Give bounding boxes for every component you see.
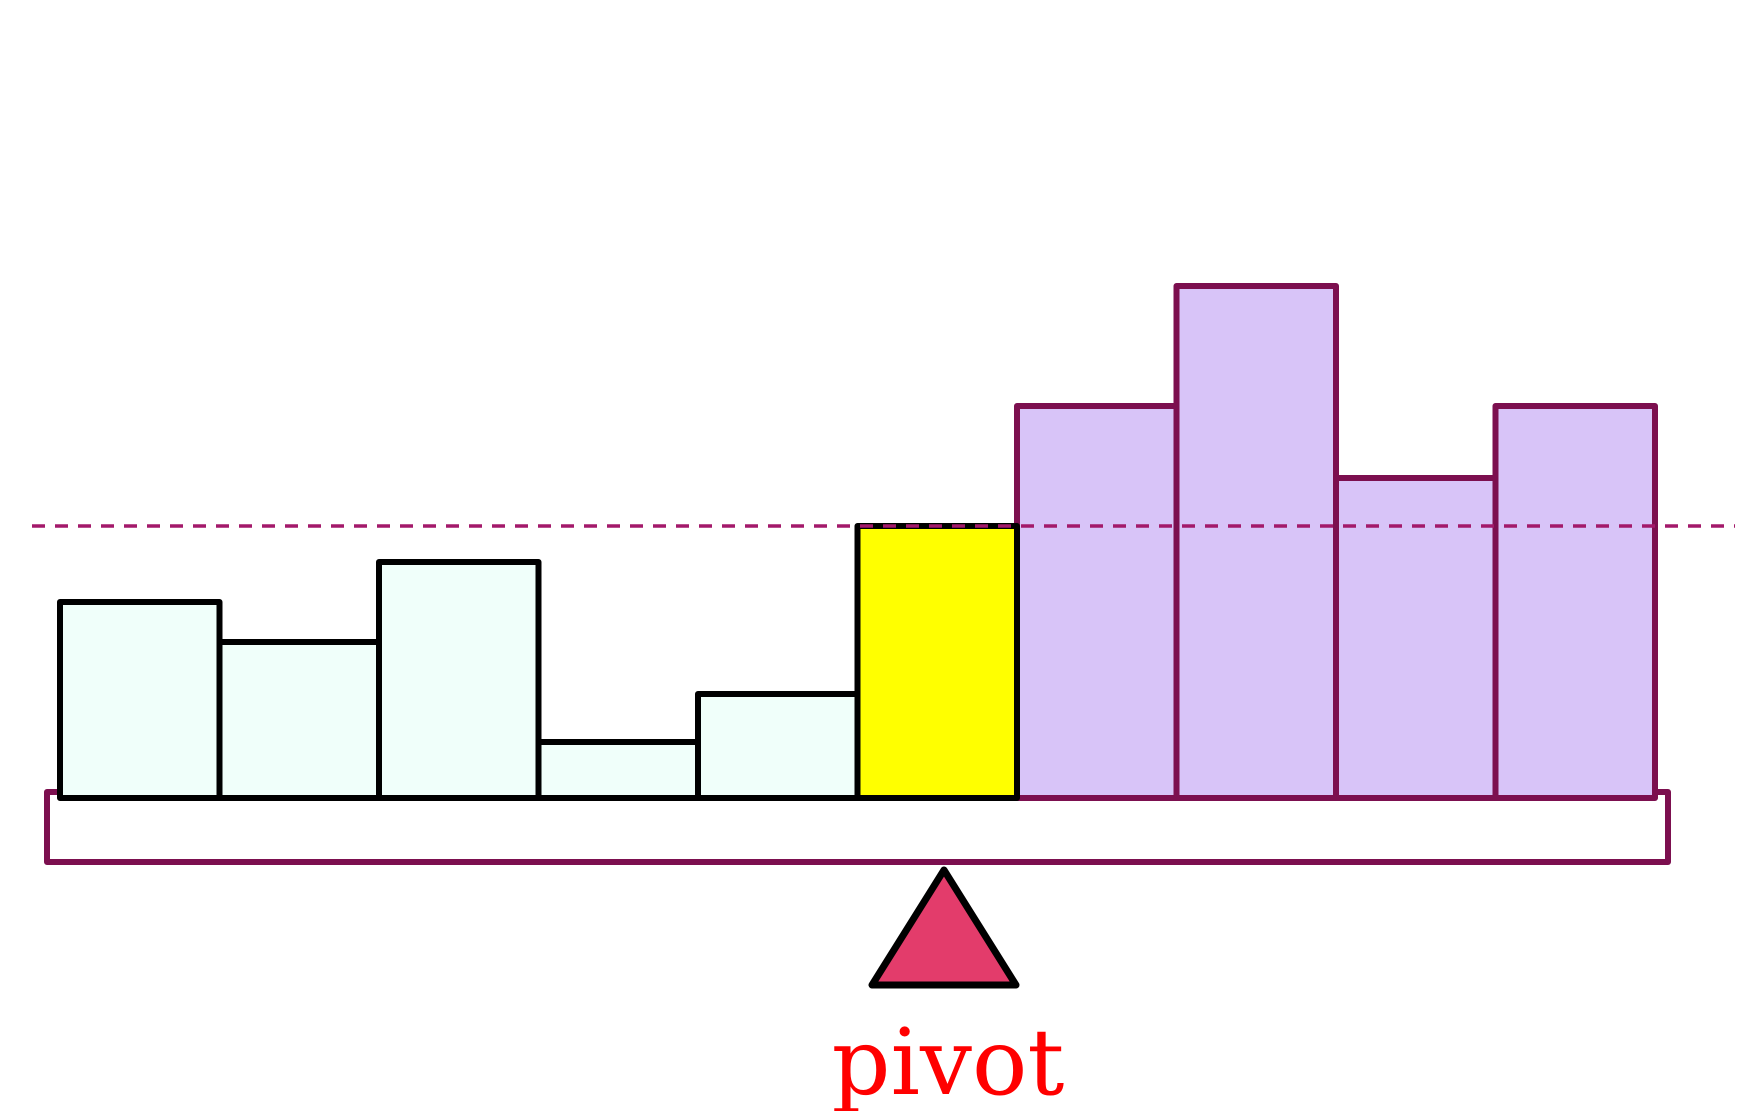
fulcrum-triangle-icon xyxy=(868,866,1020,989)
bar-below-pivot-1 xyxy=(57,599,223,801)
bar-above-pivot-8 xyxy=(1173,283,1339,801)
pivot-label: pivot xyxy=(832,1009,1065,1111)
bar-pivot-6 xyxy=(854,523,1020,801)
seesaw-beam xyxy=(44,789,1671,865)
bar-above-pivot-10 xyxy=(1492,403,1658,801)
bar-below-pivot-2 xyxy=(216,639,382,801)
bar-below-pivot-5 xyxy=(695,691,861,801)
bar-below-pivot-3 xyxy=(376,559,542,801)
bar-above-pivot-7 xyxy=(1014,403,1180,801)
bar-above-pivot-9 xyxy=(1333,475,1499,801)
bars-group xyxy=(57,283,1658,801)
bar-below-pivot-4 xyxy=(535,739,701,801)
